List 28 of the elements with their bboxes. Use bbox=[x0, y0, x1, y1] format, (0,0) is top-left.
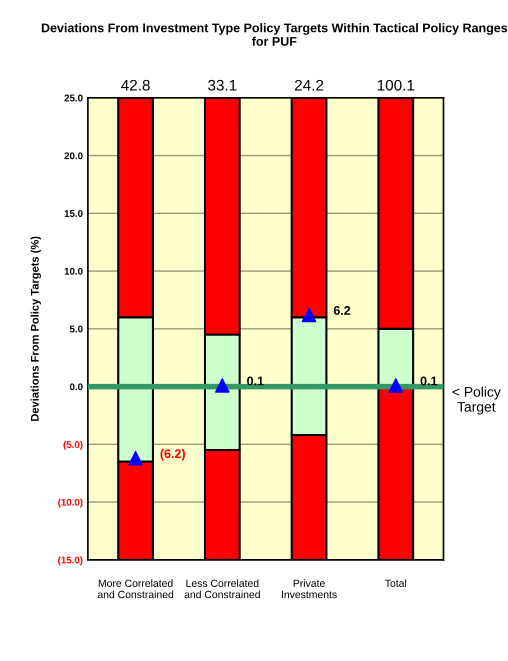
point bbox=[215, 378, 230, 393]
ref-line-label: < Policy Target bbox=[452, 386, 501, 415]
point bbox=[388, 378, 404, 393]
x-tick-label: Less Correlated and Constrained bbox=[184, 579, 260, 598]
x-tick-label: More Correlated and Constrained bbox=[98, 579, 174, 598]
annotation: 42.8 bbox=[121, 80, 150, 91]
chart-title: Deviations From Investment Type Policy Targets Within Tactical Policy Ranges for PUF bbox=[42, 23, 508, 46]
data-label: 6.2 bbox=[334, 306, 350, 315]
annotation: 100.1 bbox=[378, 80, 414, 91]
y-tick-label: 0.0 bbox=[70, 383, 83, 390]
y-tick-label: 15.0 bbox=[64, 210, 83, 217]
y-tick-label: 25.0 bbox=[64, 94, 83, 102]
point bbox=[302, 308, 316, 322]
y-tick-label: 20.0 bbox=[64, 152, 83, 160]
y-tick-label: (15.0) bbox=[58, 556, 83, 566]
annotation: 33.1 bbox=[208, 80, 236, 91]
y-axis-title: Deviations From Policy Targets (%) bbox=[30, 236, 41, 421]
y-tick-label: 10.0 bbox=[64, 268, 83, 275]
y-tick-label: (5.0) bbox=[64, 440, 83, 450]
point bbox=[128, 450, 143, 466]
annotation: 24.2 bbox=[294, 80, 324, 90]
x-tick-label: Private Investments bbox=[282, 579, 337, 598]
data-label: 0.1 bbox=[420, 376, 438, 386]
x-tick-label: Total bbox=[385, 579, 406, 587]
data-label: (6.2) bbox=[160, 448, 185, 461]
y-tick-label: 5.0 bbox=[70, 326, 83, 332]
y-tick-label: (10.0) bbox=[58, 498, 83, 508]
data-label: 0.1 bbox=[247, 376, 264, 386]
